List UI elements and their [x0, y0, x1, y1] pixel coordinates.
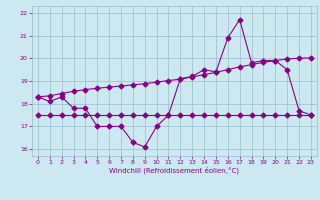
X-axis label: Windchill (Refroidissement éolien,°C): Windchill (Refroidissement éolien,°C)	[109, 167, 239, 174]
